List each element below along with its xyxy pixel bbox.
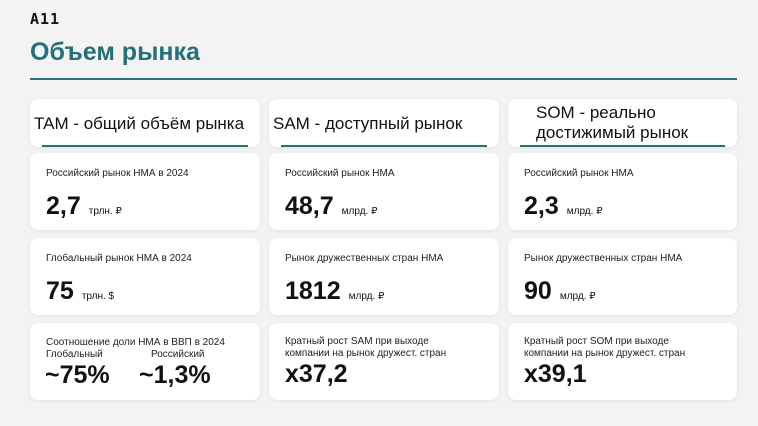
som-friendly-value: 90: [524, 277, 552, 305]
sam-card-growth: Кратный рост SAM при выходе компании на …: [269, 323, 499, 400]
tam-russia-value-row: 2,7 трлн. ₽: [46, 191, 122, 227]
sam-russia-label: Российский рынок НМА: [285, 168, 395, 179]
som-card-growth: Кратный рост SOM при выходе компании на …: [508, 323, 737, 400]
tam-card-ratio: Соотношение доли НМА в ВВП в 2024 Глобал…: [30, 323, 260, 400]
som-growth-value: x39,1: [524, 360, 587, 388]
tam-card-global: Глобальный рынок НМА в 2024 75 трлн. $: [30, 238, 260, 315]
tam-global-label: Глобальный рынок НМА в 2024: [46, 253, 192, 264]
tam-ratio-value-russian: ~1,3%: [139, 361, 211, 389]
sam-russia-value: 48,7: [285, 192, 334, 220]
tam-global-unit: трлн. $: [81, 291, 115, 302]
som-friendly-value-row: 90 млрд. ₽: [524, 276, 596, 312]
sam-card-russia: Российский рынок НМА 48,7 млрд. ₽: [269, 153, 499, 230]
tam-russia-unit: трлн. ₽: [88, 206, 122, 217]
sam-heading-card: SAM - доступный рынок: [269, 99, 499, 147]
som-growth-label: Кратный рост SOM при выходе компании на …: [524, 336, 686, 359]
tam-ratio-value-global: ~75%: [45, 361, 110, 389]
sam-friendly-value: 1812: [285, 277, 341, 305]
logo: A11: [30, 10, 61, 28]
som-russia-value: 2,3: [524, 192, 559, 220]
som-friendly-unit: млрд. ₽: [559, 291, 596, 302]
sam-russia-unit: млрд. ₽: [341, 206, 378, 217]
tam-ratio-sub-global: Глобальный: [46, 349, 103, 360]
tam-global-value: 75: [46, 277, 74, 305]
som-heading-card: SOM - реально достижимый рынок: [508, 99, 737, 147]
sam-friendly-label: Рынок дружественных стран НМА: [285, 253, 444, 264]
som-card-friendly: Рынок дружественных стран НМА 90 млрд. ₽: [508, 238, 737, 315]
title-divider: [30, 78, 737, 80]
sam-friendly-unit: млрд. ₽: [348, 291, 385, 302]
tam-ratio-label: Соотношение доли НМА в ВВП в 2024: [46, 337, 225, 348]
tam-russia-value: 2,7: [46, 192, 81, 220]
som-heading: SOM - реально достижимый рынок: [536, 103, 689, 142]
sam-growth-label: Кратный рост SAM при выходе компании на …: [285, 336, 447, 359]
som-russia-unit: млрд. ₽: [566, 206, 603, 217]
tam-heading: TAM - общий объём рынка: [34, 113, 245, 133]
sam-friendly-value-row: 1812 млрд. ₽: [285, 276, 384, 312]
som-russia-value-row: 2,3 млрд. ₽: [524, 191, 603, 227]
tam-ratio-sub-russian: Российский: [151, 349, 205, 360]
tam-heading-card: TAM - общий объём рынка: [30, 99, 260, 147]
som-card-russia: Российский рынок НМА 2,3 млрд. ₽: [508, 153, 737, 230]
page-title: Объем рынка: [30, 38, 200, 66]
sam-russia-value-row: 48,7 млрд. ₽: [285, 191, 377, 227]
som-friendly-label: Рынок дружественных стран НМА: [524, 253, 683, 264]
tam-card-russia: Российский рынок НМА в 2024 2,7 трлн. ₽: [30, 153, 260, 230]
tam-russia-label: Российский рынок НМА в 2024: [46, 168, 189, 179]
sam-heading: SAM - доступный рынок: [273, 113, 463, 133]
tam-global-value-row: 75 трлн. $: [46, 276, 114, 312]
sam-card-friendly: Рынок дружественных стран НМА 1812 млрд. …: [269, 238, 499, 315]
som-russia-label: Российский рынок НМА: [524, 168, 634, 179]
sam-growth-value: x37,2: [285, 360, 348, 388]
